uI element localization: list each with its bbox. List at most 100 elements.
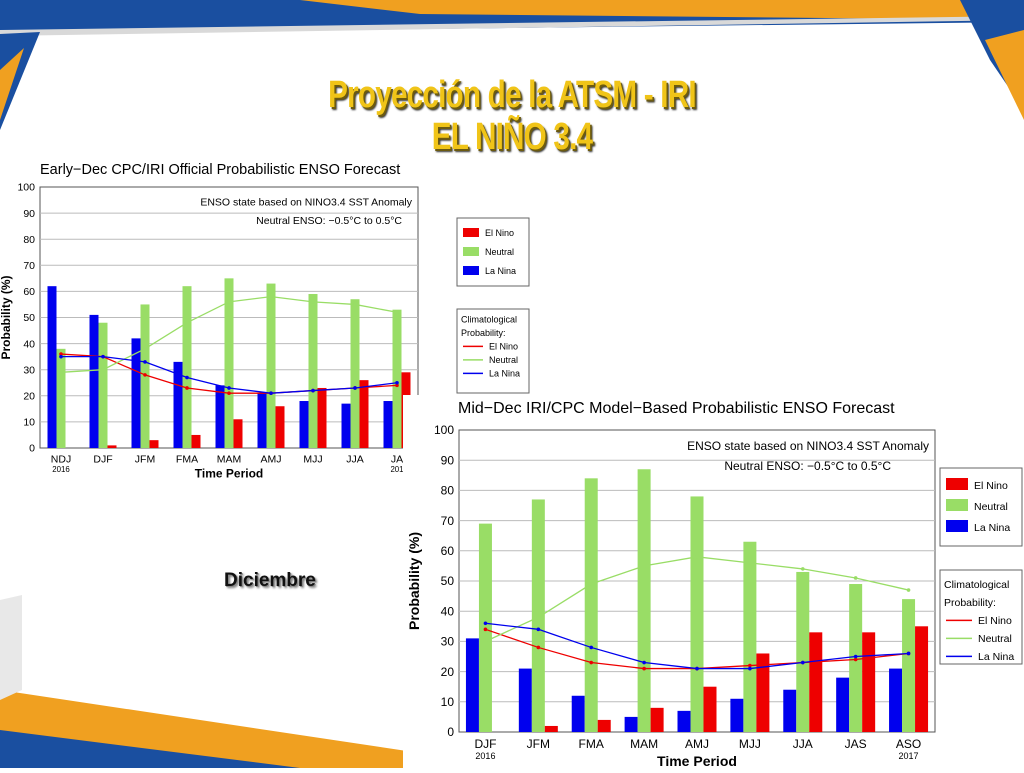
climatology-point <box>906 588 911 592</box>
x-tick-label: MAM <box>630 737 658 751</box>
climatology-point <box>483 621 488 626</box>
chart-early-dec-svg: Early−Dec CPC/IRI Official Probabilistic… <box>0 162 530 480</box>
bar-la-nina <box>465 638 479 732</box>
bar-la-nina <box>47 286 57 448</box>
chart-early-dec: Early−Dec CPC/IRI Official Probabilistic… <box>0 155 540 485</box>
x-tick-label: DJF <box>474 737 496 751</box>
bar-el-nino <box>191 434 201 448</box>
bar-la-nina <box>624 716 638 732</box>
climatology-legend-label: Neutral <box>489 355 518 365</box>
climatology-point <box>536 615 541 620</box>
x-axis-label: Time Period <box>195 466 263 480</box>
x-tick-label: MJJ <box>303 454 322 466</box>
y-tick-label: 90 <box>441 453 455 467</box>
climatology-point <box>143 360 147 364</box>
climatology-point <box>185 375 189 380</box>
bar-la-nina <box>131 338 141 448</box>
y-tick-label: 70 <box>23 260 35 272</box>
bar-el-nino <box>809 632 823 732</box>
bar-el-nino <box>317 387 327 448</box>
x-tick-label: JJA <box>793 737 813 751</box>
climatology-legend-title: Climatological <box>944 579 1009 591</box>
legend-label: La Nina <box>974 522 1010 534</box>
y-tick-label: 20 <box>441 665 455 679</box>
y-tick-label: 80 <box>441 484 455 498</box>
slide-title: Proyección de la ATSM - IRI <box>328 74 696 116</box>
annotation-enso-state: ENSO state based on NINO3.4 SST Anomaly <box>687 439 929 453</box>
x-year-label: 2016 <box>52 465 70 474</box>
annotation-neutral-range: Neutral ENSO: −0.5°C to 0.5°C <box>256 215 402 227</box>
month-label: Diciembre <box>224 570 316 591</box>
climatology-point <box>311 388 315 393</box>
bar-la-nina <box>89 314 99 448</box>
climatology-point <box>227 386 231 390</box>
climatology-legend-label: La Nina <box>978 651 1014 663</box>
climatology-point <box>695 666 699 671</box>
chart-title: Early−Dec CPC/IRI Official Probabilistic… <box>40 162 400 178</box>
bar-la-nina <box>783 689 797 732</box>
climatology-point <box>395 310 399 315</box>
bottom-banner-blue <box>0 730 300 768</box>
top-banner-stripe <box>0 16 1024 36</box>
x-tick-label: AMJ <box>685 737 709 751</box>
y-tick-label: 50 <box>441 574 455 588</box>
x-tick-label: JFM <box>135 454 155 466</box>
climatology-legend-title: Probability: <box>461 328 506 338</box>
top-banner-orange <box>300 0 1024 20</box>
legend-swatch-neutral <box>463 247 479 256</box>
left-side-stripes <box>0 595 22 700</box>
climatology-point <box>395 380 399 385</box>
chart-title: Mid−Dec IRI/CPC Model−Based Probabilisti… <box>458 400 895 417</box>
climatology-point <box>800 567 805 571</box>
bar-el-nino <box>107 445 117 448</box>
y-tick-label: 40 <box>441 604 455 618</box>
bar-la-nina <box>518 668 532 732</box>
climatology-legend-label: El Nino <box>978 615 1012 627</box>
y-tick-label: 60 <box>441 544 455 558</box>
climatology-point <box>853 657 858 662</box>
x-year-label: 2017 <box>899 751 919 761</box>
bar-el-nino <box>359 380 369 448</box>
climatology-point <box>311 300 315 304</box>
climatology-legend-label: Neutral <box>978 633 1012 645</box>
bar-el-nino <box>756 653 770 732</box>
y-tick-label: 50 <box>23 312 35 324</box>
climatology-legend-label: El Nino <box>489 342 518 352</box>
climatology-point <box>906 651 911 656</box>
legend-swatch-el-nino <box>463 228 479 237</box>
x-tick-label: JFM <box>527 737 550 751</box>
x-tick-label: MAM <box>217 454 242 466</box>
y-tick-label: 100 <box>17 182 35 194</box>
chart-mid-dec: Mid−Dec IRI/CPC Model−Based Probabilisti… <box>403 395 1024 769</box>
bar-la-nina <box>341 403 351 448</box>
bar-neutral <box>308 294 318 448</box>
climatology-point <box>269 294 273 299</box>
x-year-label: 2016 <box>475 751 495 761</box>
climatology-point <box>227 391 231 395</box>
climatology-point <box>748 666 752 671</box>
climatology-point <box>642 666 646 671</box>
climatology-point <box>101 367 105 372</box>
climatology-point <box>800 660 805 665</box>
climatology-point <box>748 663 752 668</box>
x-tick-label: FMA <box>579 737 604 751</box>
legend-label: Neutral <box>974 501 1008 513</box>
left-corner-orange <box>0 48 24 120</box>
climatology-point <box>227 300 231 304</box>
legend-swatch-la-nina <box>946 520 968 532</box>
bar-la-nina <box>383 401 393 448</box>
climatology-point <box>536 645 541 650</box>
bar-neutral <box>56 348 66 448</box>
climatology-point <box>642 660 646 665</box>
climatology-point <box>853 576 858 580</box>
legend-label: Neutral <box>485 247 514 257</box>
climatology-legend-title: Probability: <box>944 597 996 609</box>
x-tick-label: NDJ <box>51 454 71 466</box>
bar-la-nina <box>257 393 267 448</box>
climatology-point <box>269 391 273 395</box>
climatology-point <box>353 386 357 390</box>
y-tick-label: 10 <box>441 695 455 709</box>
y-tick-label: 0 <box>447 725 454 739</box>
climatology-legend-title: Climatological <box>461 315 517 325</box>
climatology-point <box>748 561 752 565</box>
